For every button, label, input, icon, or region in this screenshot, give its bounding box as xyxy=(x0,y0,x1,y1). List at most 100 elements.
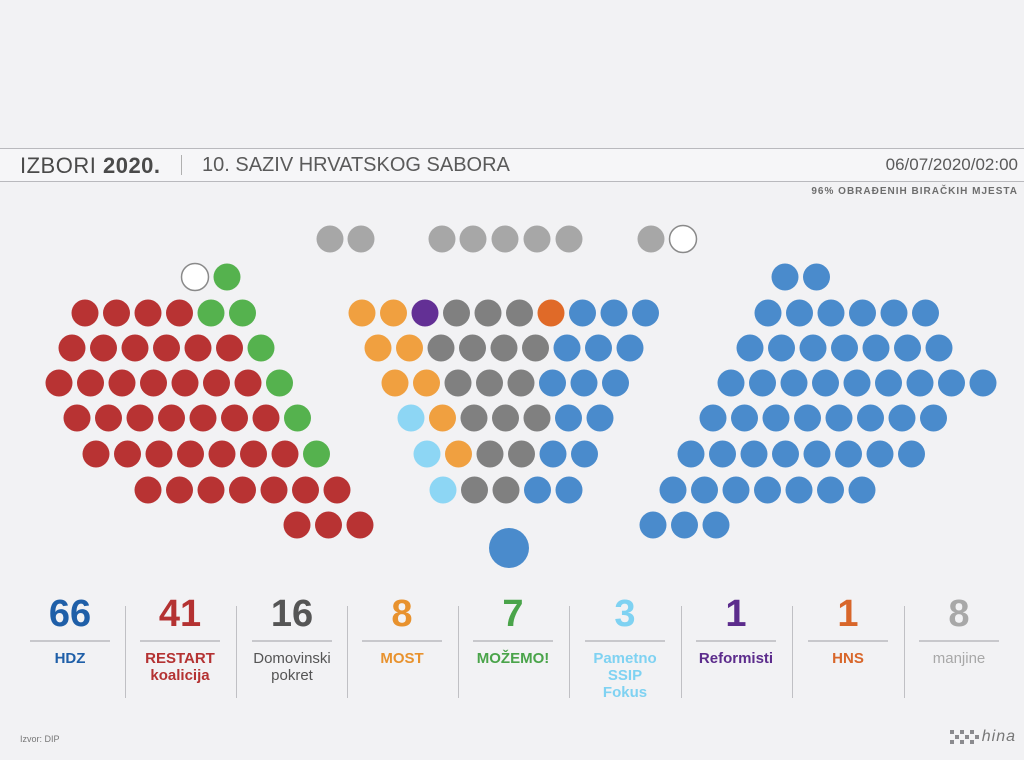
legend-underline xyxy=(919,640,999,642)
seat-dot xyxy=(492,476,520,504)
seat-dot xyxy=(920,404,947,432)
party-name: Pametno SSIP Fokus xyxy=(593,650,657,701)
seat-dot xyxy=(158,404,185,432)
seat-dot xyxy=(812,369,839,397)
seat-dot xyxy=(771,263,799,291)
seat-dot xyxy=(880,299,908,327)
seat-dot xyxy=(906,369,934,397)
seat-dot xyxy=(794,404,821,432)
party-name: HNS xyxy=(832,650,864,667)
timestamp: 06/07/2020/02:00 xyxy=(885,155,1018,174)
seat-dot xyxy=(445,440,472,468)
legend-divider xyxy=(457,606,459,698)
seat-dot xyxy=(234,369,262,397)
legend-underline xyxy=(473,640,553,642)
seat-dot xyxy=(740,440,768,468)
seat-dot xyxy=(539,440,567,468)
seat-dot xyxy=(283,511,311,539)
seat-dot xyxy=(786,299,813,327)
seat-dot xyxy=(768,334,795,362)
seat-dot xyxy=(126,404,154,432)
minority-seat-dot xyxy=(459,225,487,253)
seat-dot xyxy=(490,334,518,362)
seat-dot xyxy=(114,440,141,468)
seat-dot xyxy=(699,404,727,432)
seat-dot xyxy=(153,334,180,362)
seat-dot xyxy=(539,369,566,397)
source-note: Izvor: DIP xyxy=(20,734,60,744)
seat-dot xyxy=(969,369,997,397)
seat-dot xyxy=(303,440,330,468)
seat-dot xyxy=(197,476,225,504)
seat-dot xyxy=(677,440,705,468)
seat-dot xyxy=(476,440,504,468)
seat-dot xyxy=(77,369,104,397)
seat-dot xyxy=(380,299,407,327)
party-name: HDZ xyxy=(54,650,86,667)
minority-seat-dot xyxy=(491,225,519,253)
seat-dot xyxy=(522,334,549,362)
legend-underline xyxy=(808,640,888,642)
seat-dot xyxy=(938,369,965,397)
seat-dot xyxy=(600,299,628,327)
seat-dot xyxy=(912,299,939,327)
seat-dot xyxy=(639,511,667,539)
seat-dot xyxy=(476,369,503,397)
seat-dot xyxy=(203,369,230,397)
seat-dot xyxy=(570,369,598,397)
party-seat-count: 8 xyxy=(391,593,413,635)
speaker-seat-dot xyxy=(489,528,529,568)
party-name: MOŽEMO! xyxy=(476,650,550,667)
party-legend-item: 1 HNS xyxy=(793,592,903,667)
seat-dot xyxy=(524,476,551,504)
hina-logo: hina xyxy=(949,728,1016,746)
seat-dot xyxy=(717,369,745,397)
legend-divider xyxy=(903,606,905,698)
seat-dot xyxy=(586,404,614,432)
seat-dot xyxy=(413,369,440,397)
seat-dot xyxy=(862,334,890,362)
legend-divider xyxy=(792,606,793,698)
legend-underline xyxy=(30,640,110,642)
seat-dot xyxy=(189,404,217,432)
legend-divider xyxy=(236,606,237,698)
seat-dot xyxy=(247,334,275,362)
seat-dot xyxy=(411,299,439,327)
party-seat-count: 8 xyxy=(948,593,970,635)
party-legend-item: 7 MOŽEMO! xyxy=(458,592,568,667)
title-divider xyxy=(181,155,182,175)
seat-dot xyxy=(632,299,659,327)
seat-dot xyxy=(315,511,342,539)
header-bar: IZBORI 2020. 10. SAZIV HRVATSKOG SABORA … xyxy=(0,148,1024,182)
seat-dot xyxy=(803,263,830,291)
seat-dot xyxy=(537,299,565,327)
seat-dot xyxy=(731,404,758,432)
seat-dot xyxy=(252,404,280,432)
party-seat-count: 41 xyxy=(158,593,202,635)
seat-dot xyxy=(817,476,844,504)
seat-dot xyxy=(216,334,243,362)
seat-dot xyxy=(460,404,488,432)
party-legend-item: 8 manjine xyxy=(904,592,1014,667)
minority-seat-dot xyxy=(316,225,344,253)
seat-dot xyxy=(229,476,256,504)
seat-dot xyxy=(180,262,210,292)
seat-dot xyxy=(898,440,925,468)
seat-dot xyxy=(292,476,319,504)
seat-dot xyxy=(671,511,698,539)
seat-dot xyxy=(803,440,831,468)
seat-dot xyxy=(523,404,551,432)
seat-dot xyxy=(71,299,99,327)
party-name: manjine xyxy=(932,650,986,667)
seat-dot xyxy=(754,476,781,504)
seat-dot xyxy=(213,263,241,291)
seat-dot xyxy=(799,334,827,362)
seat-dot xyxy=(825,404,853,432)
seat-dot xyxy=(754,299,782,327)
legend-divider xyxy=(347,606,348,698)
legend-underline xyxy=(362,640,442,642)
seat-dot xyxy=(58,334,86,362)
seat-dot xyxy=(166,299,193,327)
seat-dot xyxy=(459,334,486,362)
seat-dot xyxy=(166,476,193,504)
